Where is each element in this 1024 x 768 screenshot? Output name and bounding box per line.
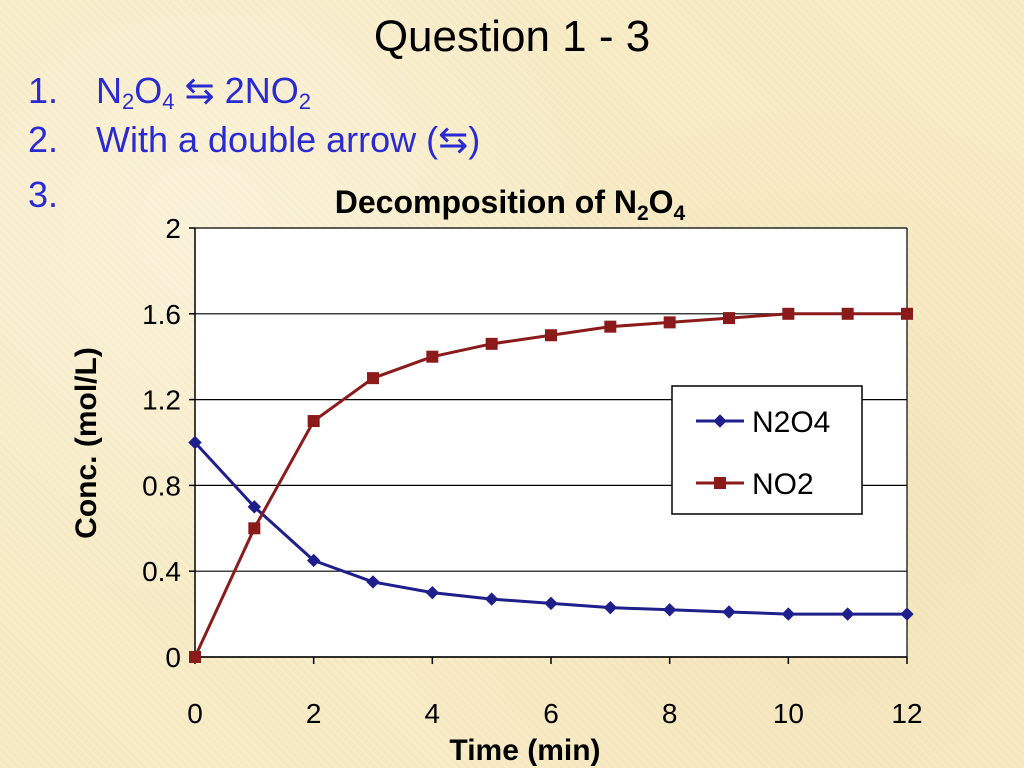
data-point-n2o4: [484, 592, 499, 606]
x-tick-label: 12: [891, 698, 922, 729]
x-tick-label: 4: [425, 698, 441, 729]
data-point-n2o4: [781, 607, 796, 621]
data-point-no2: [604, 320, 617, 333]
legend-label-n2o4: N2O4: [752, 406, 830, 439]
data-point-n2o4: [247, 500, 262, 514]
data-point-n2o4: [662, 603, 677, 617]
list-number: 2.: [28, 119, 59, 160]
data-point-no2: [485, 337, 498, 350]
list-item-3: 3.: [28, 174, 96, 216]
list-item-2: 2. With a double arrow (⇆): [28, 119, 480, 161]
data-point-n2o4: [722, 605, 736, 619]
data-point-no2: [307, 415, 320, 428]
data-point-no2: [782, 307, 795, 320]
y-tick-label: 1.2: [142, 385, 181, 416]
legend-label-no2: NO2: [752, 468, 814, 501]
y-tick-label: 2: [165, 213, 181, 244]
data-point-no2: [545, 329, 557, 342]
data-point-n2o4: [544, 596, 558, 611]
x-tick-label: 0: [187, 698, 203, 729]
tick-labels: 0 0.4 0.8 1.2 1.6 2 0 2 4 6 8 10 12: [142, 213, 923, 729]
data-point-no2: [901, 307, 913, 320]
data-point-n2o4: [306, 553, 321, 568]
data-point-n2o4: [188, 435, 202, 450]
data-point-n2o4: [603, 600, 618, 615]
data-point-n2o4: [900, 607, 914, 621]
data-point-n2o4: [366, 575, 380, 589]
data-point-no2: [189, 651, 201, 663]
data-point-no2: [367, 372, 379, 385]
formula-text: N2O4 ⇆ 2NO2: [96, 70, 311, 114]
x-tick-label: 10: [773, 698, 804, 729]
data-point-no2: [663, 316, 676, 329]
list-text: With a double arrow (⇆): [96, 119, 481, 160]
x-tick-label: 8: [662, 698, 678, 729]
data-point-n2o4: [840, 607, 855, 621]
y-tick-label: 0.4: [142, 556, 181, 587]
x-axis-label: Time (min): [449, 734, 600, 767]
legend: N2O4 NO2: [671, 385, 863, 515]
legend-box: [671, 385, 863, 515]
legend-marker-n2o4: [713, 414, 727, 428]
data-point-n2o4: [425, 585, 440, 600]
series-layer: [188, 307, 914, 663]
list-item-1: 1. N2O4 ⇆ 2NO2: [28, 70, 311, 115]
data-point-no2: [723, 312, 735, 325]
chart-title: Decomposition of N2O4: [335, 184, 686, 225]
list-number: 1.: [28, 70, 59, 111]
x-tick-label: 2: [306, 698, 322, 729]
y-axis-label: Conc. (mol/L): [70, 347, 103, 539]
y-tick-label: 0.8: [142, 470, 181, 501]
list-number: 3.: [28, 174, 59, 215]
y-tick-label: 1.6: [142, 299, 181, 330]
data-point-no2: [248, 522, 261, 535]
data-point-no2: [841, 307, 854, 320]
x-tick-label: 6: [543, 698, 559, 729]
y-tick-label: 0: [165, 642, 181, 673]
legend-marker-no2: [714, 477, 726, 489]
data-point-no2: [426, 350, 439, 363]
slide-title: Question 1 - 3: [373, 12, 651, 61]
